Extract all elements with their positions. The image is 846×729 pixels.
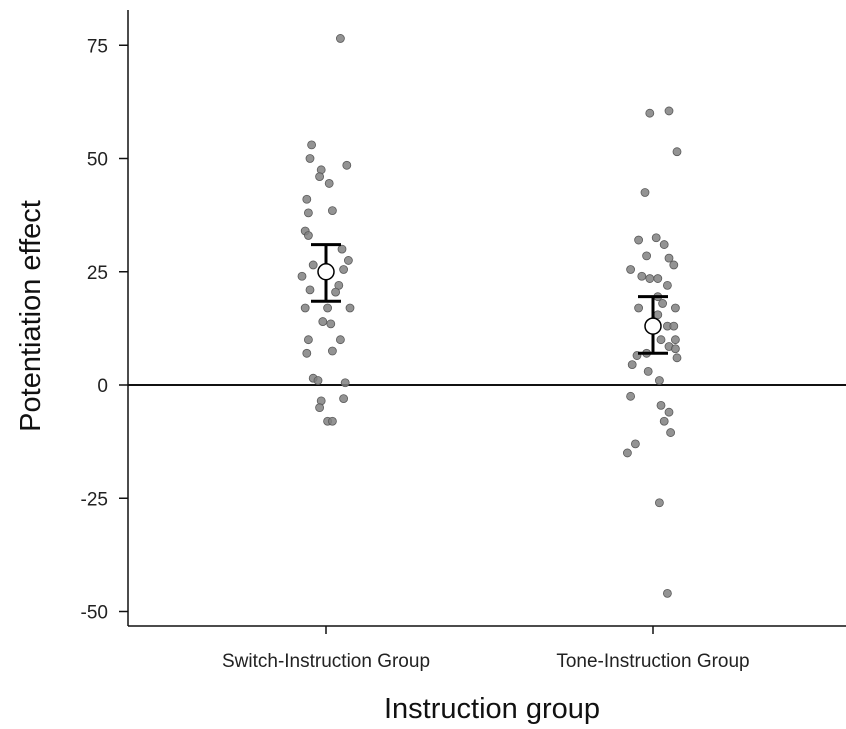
data-point (327, 206, 337, 215)
data-point (634, 235, 643, 245)
y-tick-label: 0 (97, 376, 108, 397)
data-point (671, 344, 680, 354)
data-point (671, 335, 680, 345)
data-point (343, 256, 353, 265)
data-point (663, 588, 672, 598)
data-point (664, 253, 674, 263)
data-point (664, 407, 674, 417)
data-point (663, 280, 672, 290)
data-point (669, 321, 679, 331)
data-point (626, 391, 635, 401)
data-point (326, 319, 336, 329)
data-point (669, 260, 679, 270)
data-point (656, 400, 666, 410)
data-point (323, 303, 333, 313)
data-point (340, 378, 350, 388)
data-point (303, 208, 313, 218)
data-point (643, 367, 653, 376)
data-point (300, 303, 310, 313)
data-point (672, 147, 682, 157)
data-point (659, 240, 669, 249)
data-point (666, 428, 675, 437)
data-point (297, 271, 307, 281)
data-points (297, 34, 682, 598)
data-point (337, 244, 347, 254)
data-point (302, 194, 312, 204)
data-point (664, 106, 674, 116)
data-point (303, 231, 313, 240)
data-point (671, 303, 680, 313)
data-point (645, 108, 655, 118)
data-point (345, 303, 355, 313)
group-summaries (311, 243, 668, 355)
mean-marker (644, 317, 662, 335)
data-point (327, 346, 337, 356)
data-point (659, 416, 669, 426)
data-point (627, 360, 637, 370)
data-point (308, 260, 318, 270)
data-point (305, 285, 315, 295)
data-point (339, 394, 349, 403)
data-point (623, 448, 632, 458)
data-point (318, 317, 328, 326)
data-point (302, 348, 312, 358)
data-point (307, 140, 317, 150)
data-point (637, 271, 647, 281)
data-point (303, 335, 313, 345)
x-axis-ticks: Switch-Instruction Group Tone-Instruction… (222, 626, 750, 672)
data-point (339, 265, 349, 274)
data-point (331, 287, 341, 297)
data-point (658, 299, 667, 308)
data-point (656, 335, 666, 345)
data-point (315, 172, 325, 182)
data-point (655, 498, 664, 508)
y-tick-label: -25 (81, 489, 108, 510)
y-tick-label: 25 (87, 263, 108, 284)
data-point (335, 335, 345, 345)
data-point (305, 154, 315, 163)
data-point (640, 188, 650, 197)
y-tick-label: 75 (87, 36, 108, 57)
x-axis-title: Instruction group (384, 693, 600, 725)
data-point (342, 160, 352, 170)
y-axis-ticks: 75 50 25 0 -25 -50 (81, 36, 128, 624)
x-category-label: Switch-Instruction Group (222, 651, 430, 672)
data-point (626, 265, 635, 274)
y-tick-label: 50 (87, 150, 108, 171)
data-point (642, 251, 651, 261)
data-point (313, 376, 323, 385)
data-point (324, 179, 334, 188)
data-point (631, 439, 640, 449)
data-point (327, 416, 337, 426)
data-point (672, 353, 682, 363)
mean-marker (317, 263, 335, 281)
data-point (651, 233, 661, 243)
y-axis-title: Potentiation effect (15, 200, 47, 432)
y-tick-label: -50 (81, 603, 108, 624)
data-point (315, 403, 325, 413)
data-point (645, 274, 655, 283)
x-category-label: Tone-Instruction Group (556, 651, 749, 672)
data-point (634, 303, 643, 313)
data-point (335, 34, 345, 43)
data-point (655, 376, 664, 385)
data-point (653, 310, 663, 320)
data-point (653, 274, 663, 283)
